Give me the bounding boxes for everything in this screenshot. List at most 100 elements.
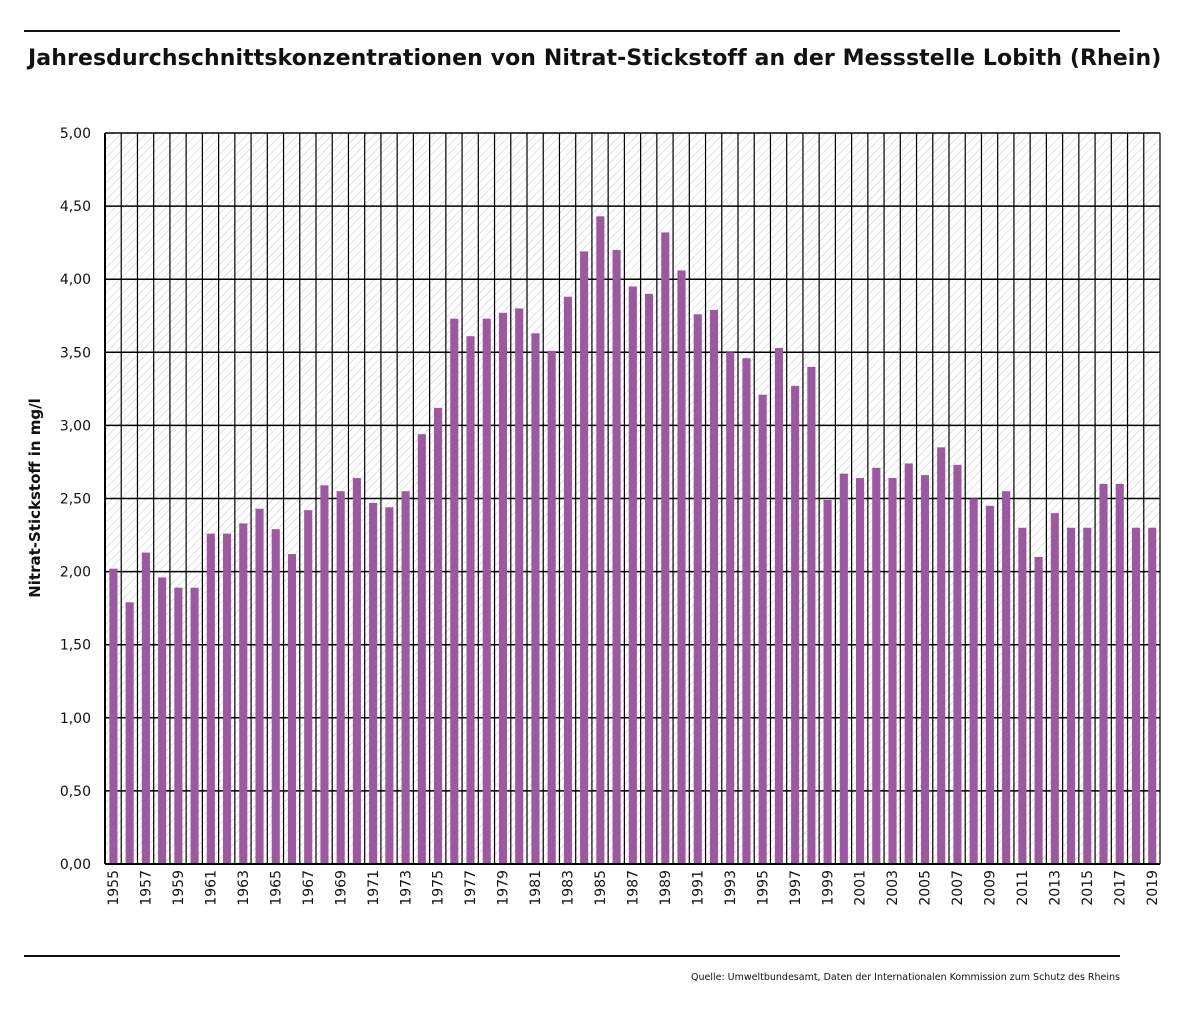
x-tick-label: 2015 xyxy=(1080,870,1096,906)
bar-2001 xyxy=(855,478,865,864)
bar-1975 xyxy=(433,407,443,864)
bar-1978 xyxy=(482,318,491,864)
x-tick-label: 2019 xyxy=(1145,870,1161,906)
bar-1995 xyxy=(758,394,767,864)
y-tick-label: 3,50 xyxy=(60,345,91,361)
x-tick-label: 2017 xyxy=(1112,870,1128,906)
bar-2007 xyxy=(953,464,962,864)
bar-2008 xyxy=(969,498,978,864)
bar-1965 xyxy=(271,529,280,864)
bar-1977 xyxy=(466,336,475,864)
bar-1967 xyxy=(304,510,313,864)
y-tick-label: 3,00 xyxy=(60,418,91,434)
bar-1962 xyxy=(222,533,232,864)
bar-1984 xyxy=(580,251,589,864)
x-tick-label: 1961 xyxy=(204,870,220,906)
top-rule xyxy=(24,30,1120,32)
bar-1957 xyxy=(141,552,150,864)
bar-1982 xyxy=(547,350,556,864)
bar-1992 xyxy=(709,309,719,865)
bar-1989 xyxy=(661,232,670,864)
y-tick-label: 4,50 xyxy=(60,199,91,215)
y-tick-label: 4,00 xyxy=(60,272,91,288)
y-tick-label: 5,00 xyxy=(60,126,91,142)
bar-1986 xyxy=(612,249,621,864)
x-tick-label: 1999 xyxy=(820,870,836,906)
bar-1996 xyxy=(774,347,783,864)
bar-chart: 0,00 0,50 1,00 1,50 2,00 2,50 3,00 3,50 4,00 4,50… xyxy=(26,126,1161,906)
bar-1991 xyxy=(693,314,702,865)
bar-1980 xyxy=(515,308,524,864)
bar-1974 xyxy=(417,434,426,864)
bar-1971 xyxy=(369,502,378,864)
bar-2005 xyxy=(920,475,930,864)
x-tick-label: 1967 xyxy=(301,870,317,906)
source-note: Quelle: Umweltbundesamt, Daten der Inter… xyxy=(690,972,1120,983)
y-tick-label: 1,00 xyxy=(60,711,91,727)
bar-1985 xyxy=(596,216,605,865)
bar-1961 xyxy=(206,533,215,864)
bar-2019 xyxy=(1148,527,1157,864)
x-tick-label: 1991 xyxy=(690,870,706,906)
x-tick-label: 1993 xyxy=(723,870,739,906)
bars xyxy=(109,216,1157,865)
axes xyxy=(104,133,1160,865)
bar-2004 xyxy=(904,463,913,864)
x-tick-label: 1957 xyxy=(139,870,155,906)
x-tick-label: 1965 xyxy=(268,870,284,906)
bar-2011 xyxy=(1018,527,1027,864)
bar-2016 xyxy=(1099,483,1108,864)
bottom-rule xyxy=(24,955,1120,957)
bar-1997 xyxy=(791,385,800,864)
x-tick-label: 1979 xyxy=(496,870,512,906)
y-tick-label: 2,50 xyxy=(60,492,91,508)
x-tick-label: 1995 xyxy=(755,870,771,906)
bar-2014 xyxy=(1066,527,1076,864)
chart-title: Jahresdurchschnittskonzentrationen von N… xyxy=(28,46,1162,71)
bar-1994 xyxy=(742,358,751,864)
x-tick-label: 1963 xyxy=(236,870,252,906)
bar-1990 xyxy=(677,270,686,865)
bar-1973 xyxy=(401,491,410,864)
bar-1979 xyxy=(498,312,508,864)
bar-2012 xyxy=(1034,556,1043,864)
y-tick-label: 0,50 xyxy=(60,784,91,800)
bar-1981 xyxy=(531,333,540,864)
x-tick-label: 1985 xyxy=(593,870,609,906)
y-tick-labels: 0,00 0,50 1,00 1,50 2,00 2,50 3,00 3,50 4,00 4,50… xyxy=(60,126,91,873)
bar-2013 xyxy=(1050,513,1059,864)
y-axis-title: Nitrat-Stickstoff in mg/l xyxy=(26,398,44,598)
bar-2010 xyxy=(1002,491,1011,864)
bar-1998 xyxy=(807,366,816,864)
bar-1966 xyxy=(287,554,297,864)
bar-1999 xyxy=(823,499,832,864)
x-tick-label: 1971 xyxy=(366,870,382,906)
bar-2006 xyxy=(937,447,946,864)
x-tick-label: 1997 xyxy=(788,870,804,906)
bar-1968 xyxy=(320,485,329,864)
bar-2017 xyxy=(1115,483,1124,864)
x-tick-label: 2005 xyxy=(918,870,934,906)
bar-2002 xyxy=(872,467,881,864)
bar-1960 xyxy=(190,587,199,864)
x-tick-label: 1989 xyxy=(658,870,674,906)
y-tick-label: 1,50 xyxy=(60,638,91,654)
y-tick-label: 2,00 xyxy=(60,565,91,581)
x-tick-label: 1973 xyxy=(398,870,414,906)
x-tick-label: 1987 xyxy=(626,870,642,906)
y-tick-label: 0,00 xyxy=(60,857,91,873)
bar-1956 xyxy=(125,602,134,864)
x-tick-label: 1955 xyxy=(106,870,122,906)
bar-2000 xyxy=(839,473,848,864)
bar-2009 xyxy=(985,505,994,864)
x-tick-label: 1977 xyxy=(463,870,479,906)
x-tick-label: 2003 xyxy=(885,870,901,906)
bar-1976 xyxy=(450,318,459,864)
x-tick-label: 2007 xyxy=(950,870,966,906)
bar-1983 xyxy=(563,296,572,864)
bar-1993 xyxy=(726,352,735,864)
bar-2015 xyxy=(1083,527,1092,864)
bar-1987 xyxy=(628,286,637,864)
bar-2018 xyxy=(1131,527,1141,864)
x-tick-labels: 1955 1957 1959 1961 1963 1965 1967 1969 1971 1973… xyxy=(106,870,1161,906)
